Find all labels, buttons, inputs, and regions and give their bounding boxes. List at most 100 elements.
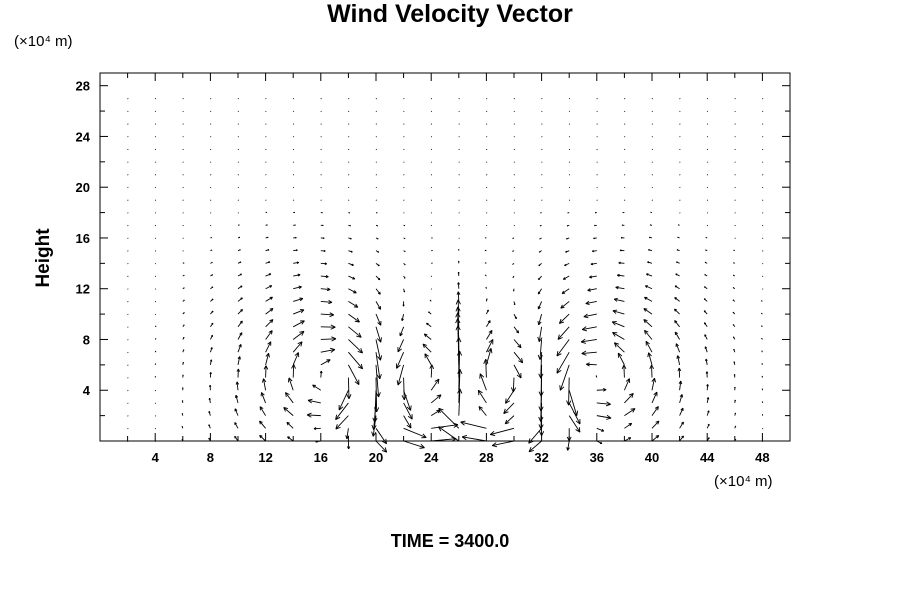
wind-vector-dot xyxy=(348,199,350,201)
wind-vector-dot xyxy=(210,98,212,100)
wind-vector xyxy=(460,420,487,429)
wind-vector-dot xyxy=(237,123,239,125)
wind-vector xyxy=(293,297,304,302)
wind-vector-dot xyxy=(403,148,405,151)
wind-vector xyxy=(320,237,325,240)
wind-vector-dot xyxy=(706,123,709,125)
wind-vector-dot xyxy=(762,212,764,214)
wind-vector-dot xyxy=(127,389,129,392)
wind-vector xyxy=(283,407,294,416)
wind-vector-dot xyxy=(154,262,157,265)
wind-vector-dot xyxy=(651,123,653,125)
wind-vector-dot xyxy=(154,389,157,392)
wind-vector-dot xyxy=(596,123,598,125)
wind-vector xyxy=(209,359,213,365)
wind-vector xyxy=(348,237,352,240)
wind-vector-dot xyxy=(651,174,653,176)
wind-vector xyxy=(587,288,597,292)
x-tick-label: 28 xyxy=(479,450,493,465)
wind-vector xyxy=(678,380,683,391)
wind-vector xyxy=(596,427,605,432)
wind-vector-dot xyxy=(154,148,157,151)
wind-vector xyxy=(596,401,611,407)
wind-vector xyxy=(734,438,737,442)
wind-vector-dot xyxy=(458,98,460,100)
wind-vector xyxy=(265,261,271,264)
wind-vector xyxy=(621,224,625,226)
wind-vector-dot xyxy=(127,440,129,442)
wind-vector-dot xyxy=(292,199,295,201)
wind-vector xyxy=(265,319,274,328)
wind-vector xyxy=(265,249,270,252)
wind-vector xyxy=(674,320,680,328)
wind-vector xyxy=(319,370,323,378)
wind-vector xyxy=(265,352,270,365)
wind-vector xyxy=(403,250,406,253)
wind-vector xyxy=(375,275,381,281)
wind-vector-dot xyxy=(596,199,598,201)
wind-vector-dot xyxy=(127,364,129,366)
wind-vector xyxy=(706,410,710,416)
wind-vector-dot xyxy=(237,110,239,113)
wind-vector xyxy=(679,435,684,442)
wind-vector xyxy=(236,368,240,378)
wind-vector-dot xyxy=(182,161,184,163)
wind-vector xyxy=(761,350,763,353)
wind-vector xyxy=(583,313,597,319)
wind-vector-dot xyxy=(513,136,515,138)
wind-vector xyxy=(403,440,425,449)
wind-vector xyxy=(237,236,241,239)
wind-vector-dot xyxy=(458,123,460,125)
wind-vector xyxy=(429,364,435,378)
wind-vector xyxy=(375,352,382,380)
wind-vector xyxy=(484,262,487,264)
wind-vector xyxy=(372,390,378,423)
wind-vector-dot xyxy=(154,250,157,252)
wind-vector xyxy=(612,309,625,315)
wind-vector-dot xyxy=(430,148,433,151)
wind-vector xyxy=(512,250,515,252)
wind-vector-dot xyxy=(210,136,212,138)
wind-vector xyxy=(237,344,242,353)
wind-vector xyxy=(733,374,736,378)
wind-vector-dot xyxy=(403,212,405,214)
wind-vector-dot xyxy=(734,174,736,176)
plot-frame xyxy=(99,72,791,442)
y-tick-label: 4 xyxy=(83,383,91,398)
wind-vector xyxy=(430,378,440,391)
wind-vector-dot xyxy=(762,161,764,163)
wind-vector-dot xyxy=(320,174,322,176)
wind-vector-dot xyxy=(348,110,350,113)
x-tick-label: 44 xyxy=(700,450,715,465)
wind-vector xyxy=(566,428,572,442)
wind-vector-dot xyxy=(292,123,295,125)
y-tick-label: 16 xyxy=(76,231,90,246)
wind-vector xyxy=(538,263,542,267)
wind-vector xyxy=(623,378,631,391)
wind-vector-dot xyxy=(182,186,184,189)
wind-vector-dot xyxy=(706,174,709,176)
wind-vector xyxy=(259,420,266,429)
y-tick-label: 28 xyxy=(76,79,90,94)
wind-vector xyxy=(537,326,543,342)
wind-vector xyxy=(265,308,274,315)
wind-vector-dot xyxy=(182,136,184,138)
wind-vector xyxy=(485,348,493,365)
wind-vector-dot xyxy=(265,136,267,138)
wind-vector xyxy=(706,384,709,391)
wind-vector xyxy=(528,440,542,453)
wind-vector xyxy=(208,397,211,404)
wind-vector-dot xyxy=(292,110,295,113)
wind-vector xyxy=(457,260,460,264)
wind-vector-dot xyxy=(430,199,433,201)
wind-vector xyxy=(651,377,657,391)
wind-vector-dot xyxy=(237,174,239,176)
wind-vector xyxy=(375,288,381,295)
wind-vector-dot xyxy=(734,136,736,138)
wind-vector-dot xyxy=(513,98,515,100)
wind-vector-dot xyxy=(237,136,239,138)
wind-vector-dot xyxy=(154,402,157,404)
wind-vector-dot xyxy=(486,174,488,176)
wind-vector-dot xyxy=(265,123,267,125)
